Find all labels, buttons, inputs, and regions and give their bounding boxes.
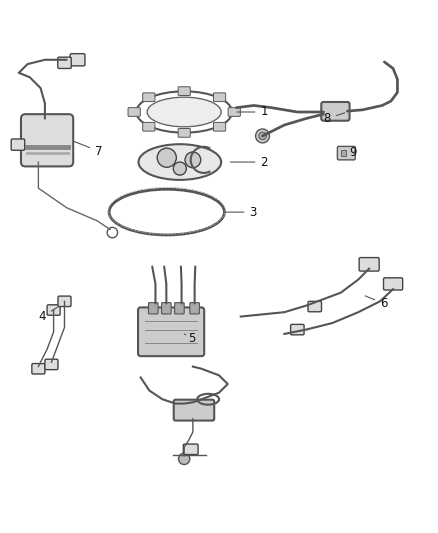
Bar	[341, 150, 346, 156]
Text: 9: 9	[350, 146, 357, 159]
FancyBboxPatch shape	[178, 128, 190, 137]
Circle shape	[157, 148, 177, 167]
FancyBboxPatch shape	[213, 93, 226, 102]
FancyBboxPatch shape	[308, 301, 321, 312]
FancyBboxPatch shape	[290, 325, 304, 335]
FancyBboxPatch shape	[143, 93, 155, 102]
FancyBboxPatch shape	[47, 305, 60, 315]
Text: 2: 2	[230, 156, 268, 168]
Circle shape	[185, 152, 201, 168]
Circle shape	[259, 132, 266, 140]
FancyBboxPatch shape	[11, 139, 25, 150]
FancyBboxPatch shape	[321, 102, 350, 120]
FancyBboxPatch shape	[143, 123, 155, 131]
FancyBboxPatch shape	[384, 278, 403, 290]
FancyBboxPatch shape	[175, 303, 184, 314]
FancyBboxPatch shape	[184, 444, 198, 455]
FancyBboxPatch shape	[58, 296, 71, 306]
Text: 8: 8	[323, 112, 345, 125]
Circle shape	[179, 453, 190, 465]
FancyBboxPatch shape	[21, 114, 73, 166]
FancyBboxPatch shape	[148, 303, 158, 314]
FancyBboxPatch shape	[174, 400, 214, 421]
FancyBboxPatch shape	[45, 359, 58, 370]
FancyBboxPatch shape	[228, 108, 240, 116]
Text: 4: 4	[39, 307, 58, 323]
Circle shape	[173, 162, 186, 175]
FancyBboxPatch shape	[70, 54, 85, 66]
FancyBboxPatch shape	[138, 308, 204, 356]
FancyBboxPatch shape	[213, 123, 226, 131]
Text: 6: 6	[365, 296, 388, 310]
FancyBboxPatch shape	[58, 57, 71, 68]
Circle shape	[255, 129, 269, 143]
Text: 5: 5	[184, 332, 196, 345]
Ellipse shape	[138, 144, 221, 180]
FancyBboxPatch shape	[32, 364, 45, 374]
FancyBboxPatch shape	[337, 147, 355, 160]
FancyBboxPatch shape	[190, 303, 199, 314]
Text: 3: 3	[226, 206, 257, 219]
FancyBboxPatch shape	[359, 257, 379, 271]
FancyBboxPatch shape	[128, 108, 140, 116]
Text: 7: 7	[74, 141, 102, 158]
Text: 1: 1	[237, 106, 268, 118]
Ellipse shape	[147, 97, 221, 127]
FancyBboxPatch shape	[162, 303, 171, 314]
FancyBboxPatch shape	[178, 87, 190, 95]
